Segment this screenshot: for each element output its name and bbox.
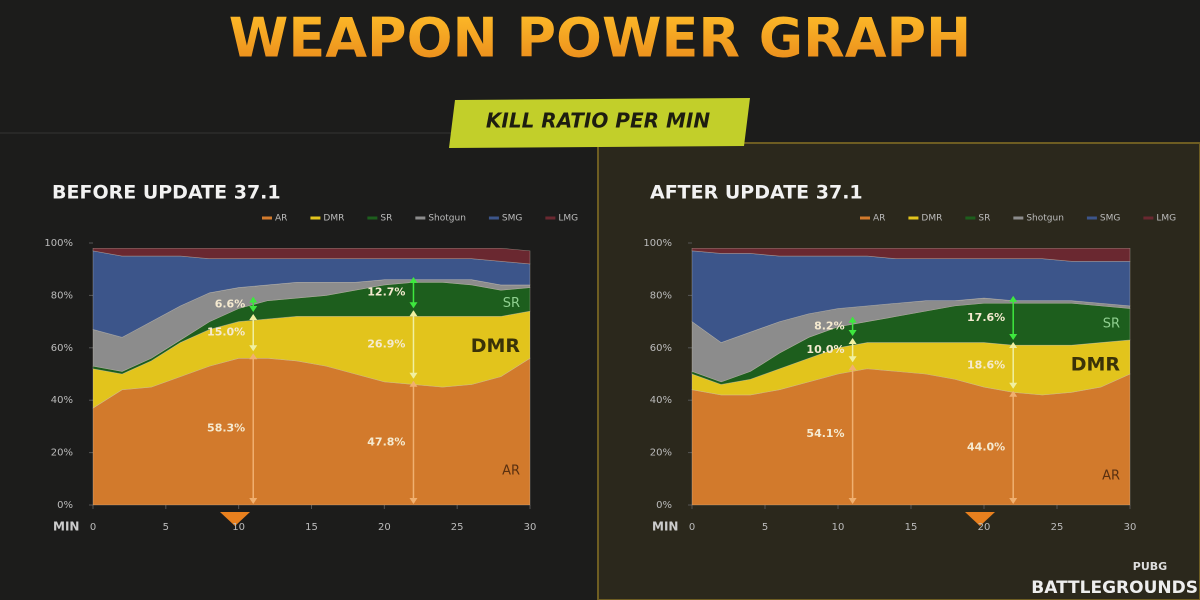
y-tick-label: 0%: [656, 500, 672, 511]
x-tick-label: 10: [832, 522, 845, 533]
legend-label: DMR: [921, 214, 942, 224]
legend-label: AR: [873, 214, 885, 224]
annotation-label: 26.9%: [367, 338, 405, 351]
annotation-label: 17.6%: [967, 311, 1005, 324]
arrow-head: [848, 330, 857, 337]
chart-title: BEFORE UPDATE 37.1: [52, 182, 281, 204]
arrow-head: [249, 305, 258, 312]
x-axis-label: MIN: [53, 520, 79, 534]
logo: BATTLEGROUNDS: [1031, 578, 1198, 598]
x-tick-label: 10: [232, 522, 245, 533]
x-tick-label: 15: [305, 522, 318, 533]
chart-title: AFTER UPDATE 37.1: [650, 182, 863, 204]
arrow-head: [848, 498, 857, 504]
area: [691, 247, 1131, 262]
y-tick-label: 0%: [57, 500, 73, 511]
arrow-head: [1009, 333, 1018, 340]
annotation-label: 58.3%: [207, 422, 245, 435]
y-tick-label: 20%: [51, 448, 73, 459]
annotation-label: 44.0%: [967, 440, 1005, 453]
y-tick-label: 80%: [650, 290, 672, 301]
arrow-head: [1009, 382, 1018, 389]
arrow-head: [848, 316, 857, 323]
arrow-head: [848, 364, 857, 371]
annotation-label: 54.1%: [806, 427, 844, 440]
y-tick-label: 40%: [51, 395, 73, 406]
annotation-label: 15.0%: [207, 326, 245, 339]
subtitle: KILL RATIO PER MIN: [486, 109, 710, 133]
arrow-head: [249, 296, 258, 303]
arrow-head: [249, 313, 258, 320]
arrow-head: [249, 353, 258, 360]
arrow-head: [1009, 295, 1018, 302]
arrow-head: [1009, 498, 1018, 504]
legend-label: DMR: [323, 214, 344, 224]
legend-label: SMG: [1100, 214, 1120, 224]
annotation-label: 6.6%: [215, 297, 246, 310]
page-title: WEAPON POWER GRAPH: [229, 7, 972, 70]
x-tick-label: 25: [1051, 522, 1064, 533]
arrow-head: [409, 277, 418, 284]
x-tick-label: 20: [378, 522, 391, 533]
legend-label: SMG: [502, 214, 522, 224]
legend-label: SR: [380, 214, 392, 224]
marker: [965, 512, 995, 526]
arrow-head: [1009, 390, 1018, 397]
x-tick-label: 20: [978, 522, 991, 533]
arrow-head: [848, 356, 857, 363]
x-tick-label: 30: [524, 522, 537, 533]
y-tick-label: 60%: [650, 343, 672, 354]
arrow-head: [409, 310, 418, 317]
area-label: AR: [1102, 469, 1120, 484]
y-tick-label: 20%: [650, 448, 672, 459]
x-tick-label: 25: [451, 522, 464, 533]
logo: PUBG: [1133, 560, 1167, 573]
x-tick-label: 0: [90, 522, 96, 533]
y-tick-label: 100%: [643, 238, 672, 249]
legend-label: SR: [978, 214, 990, 224]
y-tick-label: 40%: [650, 395, 672, 406]
x-tick-label: 15: [905, 522, 918, 533]
legend-label: Shotgun: [1026, 214, 1064, 224]
area-label: AR: [502, 463, 520, 478]
arrow-head: [409, 498, 418, 504]
annotation-label: 8.2%: [814, 319, 845, 332]
arrow-head: [1009, 341, 1018, 348]
x-tick-label: 5: [762, 522, 768, 533]
arrow-head: [249, 345, 258, 352]
area-label: SR: [503, 296, 520, 311]
arrow-head: [848, 338, 857, 345]
legend-label: LMG: [558, 214, 578, 224]
x-tick-label: 30: [1124, 522, 1137, 533]
marker: [220, 512, 250, 526]
legend-label: LMG: [1156, 214, 1176, 224]
annotation-label: 18.6%: [967, 358, 1005, 371]
area: [92, 247, 531, 265]
arrow-head: [409, 302, 418, 309]
x-tick-label: 5: [163, 522, 169, 533]
y-tick-label: 60%: [51, 343, 73, 354]
area-label: DMR: [471, 335, 521, 357]
area-label: SR: [1103, 317, 1120, 332]
x-axis-label: MIN: [652, 520, 678, 534]
y-tick-label: 100%: [44, 238, 73, 249]
legend-label: Shotgun: [428, 214, 466, 224]
annotation-label: 47.8%: [367, 435, 405, 448]
x-tick-label: 0: [689, 522, 695, 533]
area-label: DMR: [1071, 353, 1121, 375]
y-tick-label: 80%: [51, 290, 73, 301]
arrow-head: [409, 380, 418, 387]
arrow-head: [249, 498, 258, 504]
annotation-label: 10.0%: [806, 343, 844, 356]
subtitle-box: [449, 98, 750, 148]
arrow-head: [409, 372, 418, 379]
annotation-label: 12.7%: [367, 286, 405, 299]
legend-label: AR: [275, 214, 287, 224]
